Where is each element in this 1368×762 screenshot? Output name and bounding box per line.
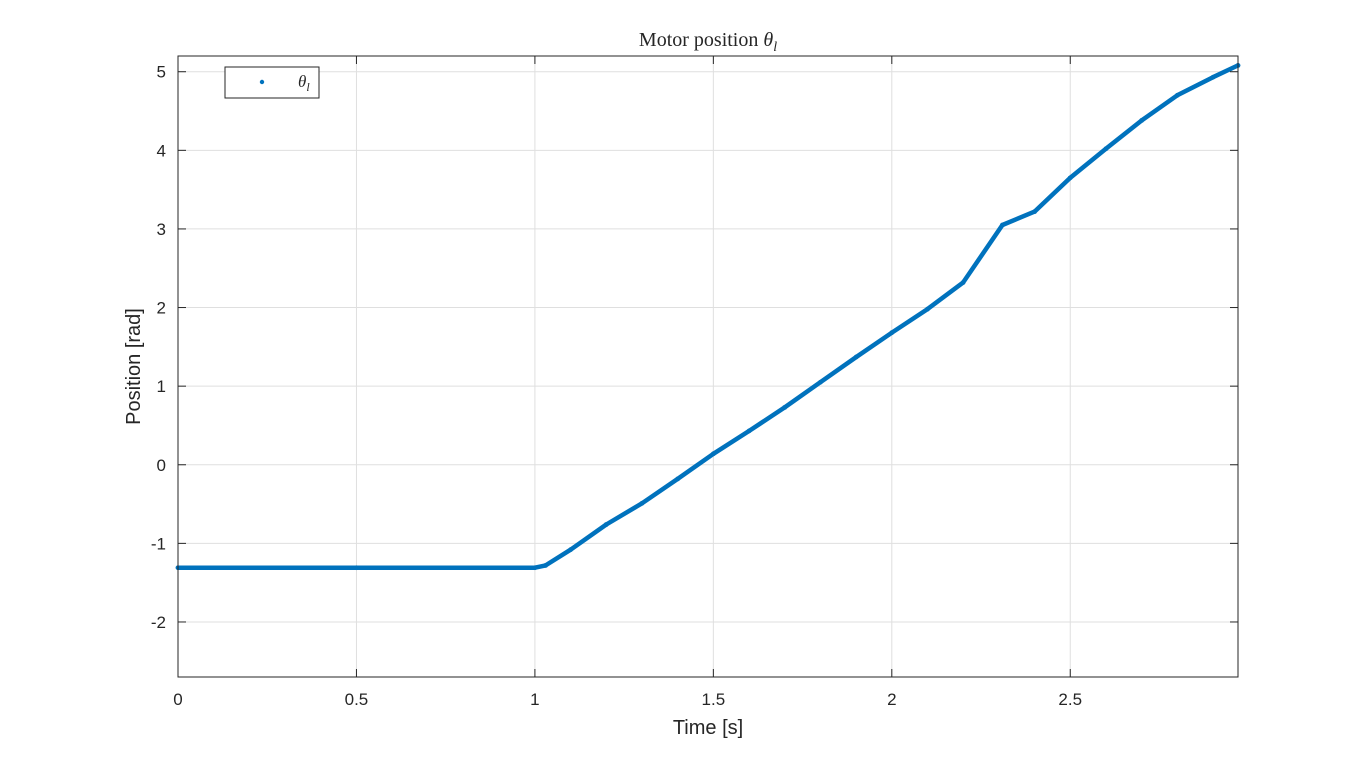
y-tick-label: 3: [157, 220, 166, 239]
data-point: [960, 279, 966, 285]
data-point: [746, 428, 752, 434]
legend: θl: [224, 66, 320, 99]
data-point: [1000, 222, 1005, 228]
x-tick-label: 1.5: [702, 690, 726, 709]
x-axis-label: Time [s]: [673, 717, 743, 739]
data-point: [532, 565, 538, 571]
legend-symbol: θ: [298, 72, 306, 91]
legend-label: θl: [298, 72, 310, 94]
data-point: [710, 451, 716, 457]
ticks: 0 0.5 1 1.5 2 2.5 -2 -1 0 1 2 3 4 5: [151, 56, 1238, 709]
data-point: [675, 476, 681, 482]
data-point: [782, 404, 788, 410]
y-tick-label: -1: [151, 534, 166, 553]
data-point: [1067, 175, 1073, 181]
x-tick-label: 0.5: [345, 690, 369, 709]
data-point: [1032, 209, 1037, 215]
data-series-layer: [175, 63, 1241, 571]
y-tick-label: 0: [157, 456, 166, 475]
x-tick-label: 2: [887, 690, 896, 709]
legend-subscript: l: [306, 80, 310, 94]
data-point: [1103, 146, 1109, 152]
data-point: [889, 330, 895, 336]
legend-marker: [259, 79, 265, 85]
title-symbol: θ: [763, 29, 773, 51]
y-tick-label: 1: [157, 377, 166, 396]
title-prefix: Motor position: [639, 29, 763, 51]
y-tick-label: -2: [151, 613, 166, 632]
data-point: [1210, 74, 1216, 80]
plot-area: 0 0.5 1 1.5 2 2.5 -2 -1 0 1 2 3 4 5: [151, 55, 1241, 709]
data-point: [1139, 118, 1145, 123]
axes-box: [177, 55, 1239, 678]
data-point: [639, 500, 645, 506]
y-tick-label: 2: [157, 299, 166, 318]
x-tick-label: 2.5: [1058, 690, 1082, 709]
data-point: [603, 522, 609, 527]
data-point: [925, 306, 930, 312]
x-tick-label: 0: [173, 690, 182, 709]
data-point: [568, 547, 573, 553]
legend-box: [224, 66, 320, 99]
series-line: [175, 63, 1241, 570]
title-subscript: l: [773, 40, 777, 55]
chart-title: Motor position θl: [639, 29, 777, 55]
data-point: [1174, 92, 1180, 98]
data-point: [818, 379, 823, 385]
data-point: [853, 354, 859, 360]
data-point: [354, 565, 359, 571]
data-point: [543, 562, 549, 568]
x-tick-label: 1: [530, 690, 539, 709]
y-tick-label: 5: [157, 63, 166, 82]
y-tick-label: 4: [157, 141, 166, 160]
axes-background: [178, 56, 1238, 677]
y-axis-label: Position [rad]: [123, 308, 145, 425]
grid: [177, 56, 1238, 677]
